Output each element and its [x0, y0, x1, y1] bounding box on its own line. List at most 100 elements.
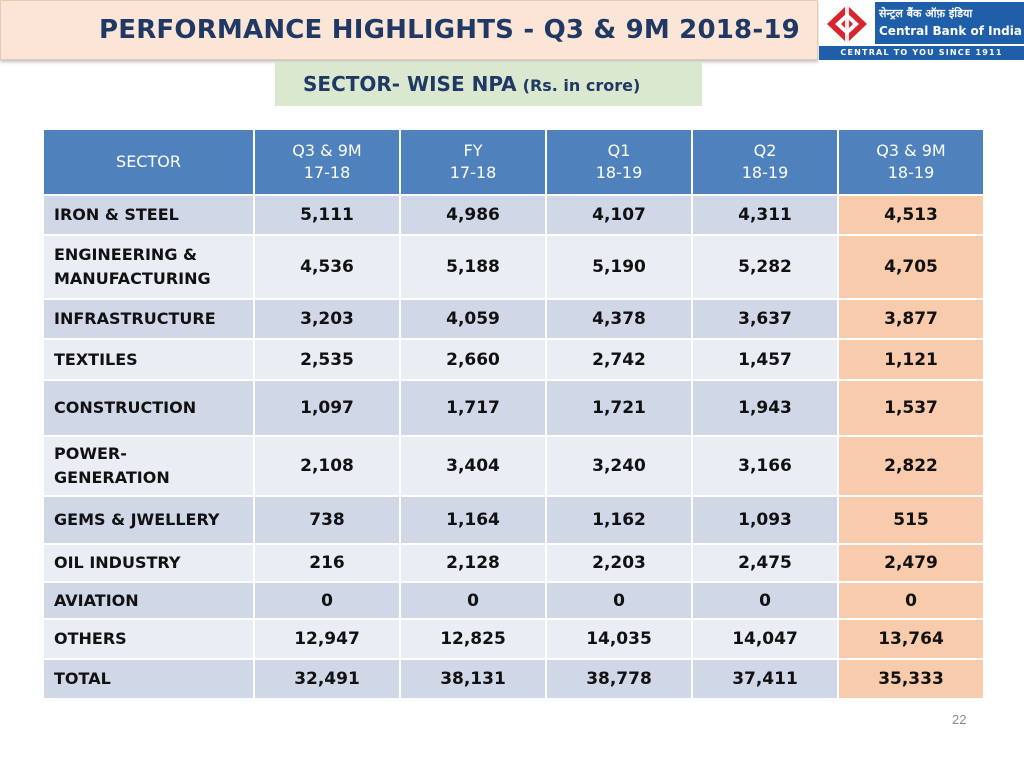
header-sector: SECTOR [44, 130, 253, 194]
title-bar: PERFORMANCE HIGHLIGHTS - Q3 & 9M 2018-19 [0, 0, 818, 60]
table-row: AVIATION 0 0 0 0 0 [44, 583, 983, 618]
cell: 38,131 [401, 660, 545, 698]
cell-highlight: 4,513 [839, 196, 983, 234]
cell: 3,637 [693, 300, 837, 338]
cell: 3,240 [547, 437, 691, 495]
sector-l1: AVIATION [54, 590, 139, 610]
cell: 1,457 [693, 340, 837, 379]
page-title: PERFORMANCE HIGHLIGHTS - Q3 & 9M 2018-19 [99, 15, 800, 45]
cell: 2,108 [255, 437, 399, 495]
cell: 0 [547, 583, 691, 618]
header-col-4: Q2 18-19 [693, 130, 837, 194]
bank-logo: सेन्ट्रल बैंक ऑफ़ इंडिया Central Bank of… [819, 0, 1024, 62]
cell: 3,404 [401, 437, 545, 495]
npa-table: SECTOR Q3 & 9M 17-18 FY 17-18 Q1 18-19 Q2 18… [42, 128, 985, 700]
row-sector: TOTAL [44, 660, 253, 698]
header-col-1-l2: 17-18 [303, 163, 351, 182]
cell: 1,097 [255, 381, 399, 435]
header-col-1: Q3 & 9M 17-18 [255, 130, 399, 194]
sector-l2: GENERATION [54, 468, 170, 487]
cell: 216 [255, 545, 399, 581]
row-sector: POWER- GENERATION [44, 437, 253, 495]
sector-l1: OIL INDUSTRY [54, 553, 181, 572]
cell: 3,166 [693, 437, 837, 495]
cell-highlight: 4,705 [839, 236, 983, 298]
cell: 4,107 [547, 196, 691, 234]
header-col-3: Q1 18-19 [547, 130, 691, 194]
cell: 2,128 [401, 545, 545, 581]
sector-l1: CONSTRUCTION [54, 398, 197, 417]
sector-l1: INFRASTRUCTURE [54, 309, 216, 328]
logo-tagline: CENTRAL TO YOU SINCE 1911 [819, 46, 1024, 60]
table-row: ENGINEERING & MANUFACTURING 4,536 5,188 5… [44, 236, 983, 298]
table-row: GEMS & JWELLERY 738 1,164 1,162 1,093 51… [44, 497, 983, 543]
header-col-5-l1: Q3 & 9M [876, 141, 946, 160]
cell-highlight: 0 [839, 583, 983, 618]
cell: 0 [693, 583, 837, 618]
cell-highlight: 2,822 [839, 437, 983, 495]
row-sector: CONSTRUCTION [44, 381, 253, 435]
cell-highlight: 515 [839, 497, 983, 543]
cell: 12,947 [255, 620, 399, 658]
table-row: OIL INDUSTRY 216 2,128 2,203 2,475 2,479 [44, 545, 983, 581]
logo-hindi-name: सेन्ट्रल बैंक ऑफ़ इंडिया [879, 7, 973, 20]
cell: 0 [401, 583, 545, 618]
cell: 5,188 [401, 236, 545, 298]
cell: 1,717 [401, 381, 545, 435]
cell: 14,035 [547, 620, 691, 658]
cell: 2,203 [547, 545, 691, 581]
subtitle-unit: (Rs. in crore) [522, 76, 641, 95]
table-row: CONSTRUCTION 1,097 1,717 1,721 1,943 1,5… [44, 381, 983, 435]
cell-highlight: 13,764 [839, 620, 983, 658]
cell: 1,164 [401, 497, 545, 543]
header-col-2: FY 17-18 [401, 130, 545, 194]
cell: 1,162 [547, 497, 691, 543]
cell: 4,059 [401, 300, 545, 338]
cell: 4,986 [401, 196, 545, 234]
cell: 14,047 [693, 620, 837, 658]
cell-highlight: 1,537 [839, 381, 983, 435]
row-sector: AVIATION [44, 583, 253, 618]
table-row: TEXTILES 2,535 2,660 2,742 1,457 1,121 [44, 340, 983, 379]
row-sector: IRON & STEEL [44, 196, 253, 234]
cell: 738 [255, 497, 399, 543]
sector-l1: IRON & STEEL [54, 205, 179, 224]
cell: 3,203 [255, 300, 399, 338]
cell-highlight: 3,877 [839, 300, 983, 338]
logo-english-name: Central Bank of India [879, 24, 1022, 38]
cell-highlight: 1,121 [839, 340, 983, 379]
row-sector: OTHERS [44, 620, 253, 658]
cell: 1,943 [693, 381, 837, 435]
cell: 1,721 [547, 381, 691, 435]
cell: 2,742 [547, 340, 691, 379]
sector-l1: TOTAL [54, 669, 111, 688]
cell: 37,411 [693, 660, 837, 698]
sector-l1: TEXTILES [54, 349, 138, 369]
cell: 0 [255, 583, 399, 618]
bank-emblem-icon [823, 2, 871, 46]
subtitle-box: SECTOR- WISE NPA (Rs. in crore) [275, 62, 702, 106]
header-col-2-l1: FY [463, 141, 483, 160]
header-col-4-l2: 18-19 [741, 163, 789, 182]
sector-l1: ENGINEERING & [54, 245, 197, 264]
cell: 2,535 [255, 340, 399, 379]
header-col-5-l2: 18-19 [887, 163, 935, 182]
header-col-5: Q3 & 9M 18-19 [839, 130, 983, 194]
logo-name-block: सेन्ट्रल बैंक ऑफ़ इंडिया Central Bank of… [875, 2, 1024, 44]
row-sector: TEXTILES [44, 340, 253, 379]
table-header-row: SECTOR Q3 & 9M 17-18 FY 17-18 Q1 18-19 Q2 18… [44, 130, 983, 194]
header-col-3-l2: 18-19 [595, 163, 643, 182]
cell: 5,282 [693, 236, 837, 298]
cell: 2,660 [401, 340, 545, 379]
table-row: OTHERS 12,947 12,825 14,035 14,047 13,76… [44, 620, 983, 658]
cell: 12,825 [401, 620, 545, 658]
subtitle: SECTOR- WISE NPA (Rs. in crore) [303, 72, 640, 96]
row-sector: GEMS & JWELLERY [44, 497, 253, 543]
cell-highlight: 2,479 [839, 545, 983, 581]
table-row: INFRASTRUCTURE 3,203 4,059 4,378 3,637 3… [44, 300, 983, 338]
header-col-2-l2: 17-18 [449, 163, 497, 182]
cell: 4,536 [255, 236, 399, 298]
sector-l1: OTHERS [54, 629, 127, 648]
row-sector: OIL INDUSTRY [44, 545, 253, 581]
row-sector: ENGINEERING & MANUFACTURING [44, 236, 253, 298]
